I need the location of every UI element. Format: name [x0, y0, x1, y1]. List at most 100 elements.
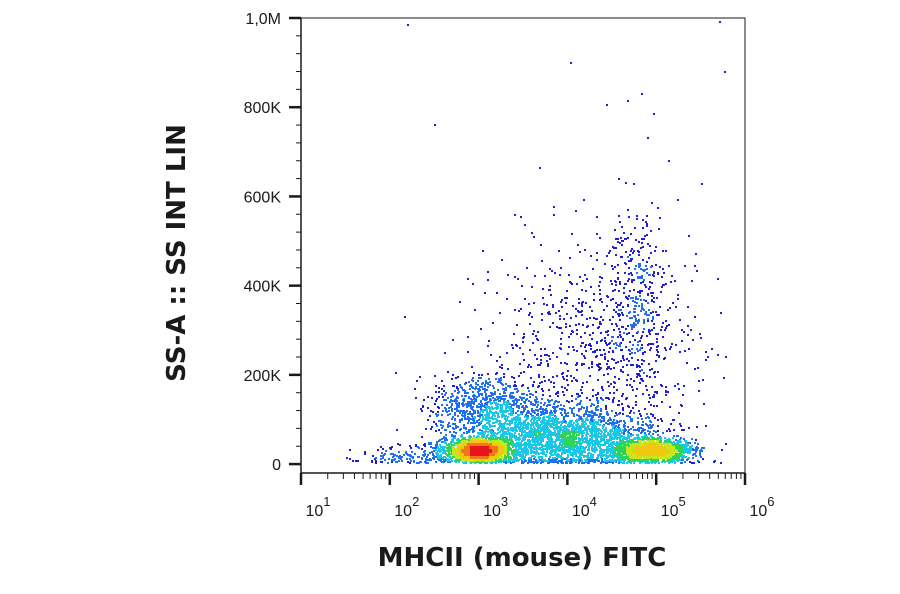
event-dot	[626, 384, 628, 386]
event-dot	[513, 443, 515, 445]
event-dot	[671, 459, 673, 461]
event-dot	[639, 349, 641, 351]
event-dot	[657, 207, 659, 209]
event-dot	[516, 405, 518, 407]
event-dot	[447, 371, 449, 373]
event-dot	[561, 299, 563, 301]
event-dot	[462, 405, 464, 407]
event-dot	[626, 379, 628, 381]
event-dot	[517, 416, 519, 418]
event-dot	[523, 393, 525, 395]
event-dot	[377, 449, 379, 451]
event-dot	[553, 410, 555, 412]
event-dot	[619, 434, 621, 436]
event-dot	[430, 428, 432, 430]
event-dot	[641, 418, 643, 420]
event-dot	[655, 360, 657, 362]
event-dot	[505, 438, 507, 440]
event-dot	[533, 381, 535, 383]
event-dot	[558, 250, 560, 252]
event-dot	[635, 395, 637, 397]
event-dot	[602, 399, 604, 401]
event-dot	[576, 329, 578, 331]
event-dot	[470, 418, 472, 420]
event-dot	[613, 329, 615, 331]
event-dot	[610, 368, 612, 370]
event-dot	[633, 183, 635, 185]
event-dot	[516, 430, 518, 432]
event-dot	[473, 403, 475, 405]
event-dot	[420, 461, 422, 463]
event-dot	[556, 326, 558, 328]
event-dot	[447, 448, 449, 450]
event-dot	[616, 438, 618, 440]
event-dot	[478, 395, 480, 397]
event-dot	[500, 404, 502, 406]
event-dot	[519, 438, 521, 440]
event-dot	[565, 413, 567, 415]
event-dot	[651, 386, 653, 388]
event-dot	[582, 419, 584, 421]
event-dot	[657, 351, 659, 353]
event-dot	[587, 425, 589, 427]
event-dot	[586, 381, 588, 383]
event-dot	[579, 425, 581, 427]
event-dot	[608, 450, 610, 452]
event-dot	[647, 430, 649, 432]
event-dot	[705, 425, 707, 427]
event-dot	[624, 262, 626, 264]
event-dot	[586, 278, 588, 280]
event-dot	[614, 415, 616, 417]
event-dot	[455, 432, 457, 434]
event-dot	[628, 267, 630, 269]
event-dot	[493, 401, 495, 403]
event-dot	[465, 411, 467, 413]
event-dot	[592, 389, 594, 391]
event-dot	[532, 416, 534, 418]
event-dot	[477, 410, 479, 412]
event-dot	[509, 424, 511, 426]
event-dot	[495, 421, 497, 423]
event-dot	[601, 339, 603, 341]
event-dot	[450, 396, 452, 398]
event-dot	[639, 295, 641, 297]
event-dot	[449, 425, 451, 427]
event-dot	[581, 442, 583, 444]
event-dot	[579, 441, 581, 443]
event-dot	[602, 427, 604, 429]
event-dot	[633, 250, 635, 252]
event-dot	[528, 459, 530, 461]
event-dot	[505, 383, 507, 385]
event-dot	[571, 395, 573, 397]
event-dot	[603, 419, 605, 421]
event-dot	[633, 412, 635, 414]
event-dot	[548, 355, 550, 357]
event-dot	[691, 445, 693, 447]
event-dot	[547, 399, 549, 401]
event-dot	[447, 397, 449, 399]
event-dot	[510, 462, 512, 464]
event-dot	[520, 403, 522, 405]
event-dot	[633, 326, 635, 328]
event-dot	[629, 412, 631, 414]
event-dot	[493, 387, 495, 389]
event-dot	[527, 415, 529, 417]
event-dot	[563, 405, 565, 407]
event-dot	[569, 451, 571, 453]
event-dot	[633, 289, 635, 291]
event-dot	[566, 375, 568, 377]
event-dot	[555, 410, 557, 412]
event-dot	[517, 390, 519, 392]
event-dot	[532, 394, 534, 396]
event-dot	[584, 332, 586, 334]
event-dot	[596, 429, 598, 431]
event-dot	[421, 457, 423, 459]
event-dot	[646, 335, 648, 337]
event-dot	[546, 425, 548, 427]
event-dot	[477, 412, 479, 414]
event-dot	[452, 374, 454, 376]
event-dot	[577, 459, 579, 461]
event-dot	[480, 462, 482, 464]
event-dot	[441, 404, 443, 406]
event-dot	[591, 310, 593, 312]
